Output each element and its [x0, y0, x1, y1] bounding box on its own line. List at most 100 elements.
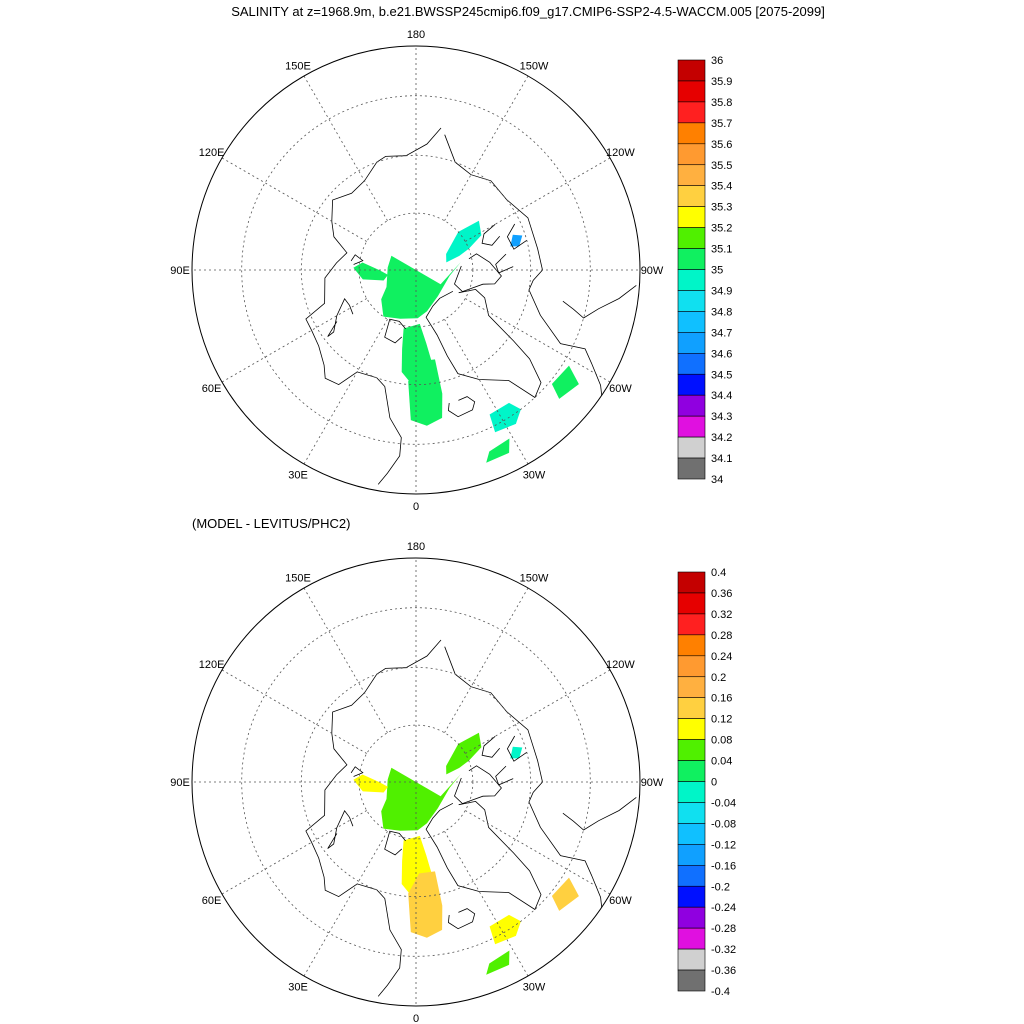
iceland-region: [486, 950, 510, 975]
colorbar-label: 35: [711, 265, 723, 277]
coastline: [350, 254, 364, 265]
lon-tick-label: 120E: [199, 147, 225, 159]
meridian-line: [444, 319, 529, 465]
coastline: [562, 797, 637, 831]
colorbar-label: 34.2: [711, 432, 732, 444]
latitude-line: [241, 95, 591, 445]
colorbar-swatch: [677, 415, 706, 438]
colorbar-swatch: [677, 80, 706, 103]
colorbar-swatch: [677, 227, 706, 249]
lon-tick-label: 60E: [202, 383, 222, 395]
colorbar-label: 0.36: [711, 588, 732, 600]
coastline: [447, 396, 476, 418]
colorbar-label: 35.3: [711, 202, 732, 214]
lon-tick-label: 90E: [170, 777, 190, 789]
latitude-line: [241, 607, 591, 957]
greenland-sea-region: [408, 359, 443, 426]
colorbar-label: 0.12: [711, 714, 732, 726]
coastline: [327, 810, 354, 849]
lon-tick-label: 60W: [609, 895, 632, 907]
colorbar: 0.4 0.36 0.32 0.28 0.24 0.2 0.16 0.12 0.08 0.04 0 -…: [677, 567, 736, 998]
colorbar-swatch: [677, 352, 706, 375]
lon-tick-label: 150E: [285, 61, 311, 73]
baffin-region: [551, 877, 579, 911]
meridian-line: [444, 587, 529, 733]
colorbar-label: 0.08: [711, 735, 732, 747]
colorbar-label: 35.8: [711, 97, 732, 109]
colorbar-label: -0.2: [711, 881, 730, 893]
meridian-line: [465, 157, 611, 242]
iceland-region: [486, 438, 510, 463]
colorbar-swatch: [677, 613, 706, 636]
lon-tick-label: 90W: [641, 265, 664, 277]
coastline: [444, 134, 603, 396]
colorbar-swatch: [677, 906, 706, 929]
meridian-line: [303, 75, 388, 221]
lon-tick-label: 30E: [288, 981, 308, 993]
colorbar-swatch: [677, 655, 706, 678]
coastline: [454, 765, 502, 805]
figure-title: SALINITY at z=1968.9m, b.e21.BWSSP245cmi…: [231, 4, 825, 19]
lon-tick-label: 180: [407, 541, 425, 553]
colorbar-label: 34: [711, 474, 723, 486]
colorbar-swatch: [677, 844, 706, 866]
labrador-region: [489, 402, 521, 433]
meridian-line: [444, 831, 529, 977]
colorbar-label: 35.7: [711, 118, 732, 130]
colorbar-label: 0.24: [711, 651, 732, 663]
colorbar-label: 36: [711, 55, 723, 67]
colorbar-label: 34.9: [711, 285, 732, 297]
colorbar-label: -0.36: [711, 965, 736, 977]
meridian-line: [465, 669, 611, 754]
colorbar-label: 34.1: [711, 453, 732, 465]
colorbar-label: 35.9: [711, 76, 732, 88]
canada-basin-region: [446, 220, 482, 263]
coastline: [481, 735, 501, 758]
coastline: [495, 765, 514, 786]
colorbar-swatch: [677, 634, 706, 657]
colorbar-label: 35.1: [711, 244, 732, 256]
colorbar-label: 0.16: [711, 693, 732, 705]
colorbar-label: 34.3: [711, 411, 732, 423]
coastline: [444, 646, 603, 908]
colorbar-swatch: [677, 927, 706, 950]
lon-tick-label: 60W: [609, 383, 632, 395]
colorbar-swatch: [677, 676, 706, 699]
meridian-line: [465, 810, 611, 895]
colorbar-swatch: [677, 571, 706, 594]
baffin-region: [551, 365, 579, 399]
lon-tick-label: 30W: [523, 981, 546, 993]
colorbar-swatch: [677, 290, 706, 312]
lon-tick-label: 120E: [199, 659, 225, 671]
coastline: [447, 908, 476, 930]
latitude-line: [300, 154, 532, 386]
coastline: [481, 223, 501, 246]
colorbar-label: -0.08: [711, 818, 736, 830]
beaufort-spot-region: [510, 234, 523, 247]
colorbar-label: -0.28: [711, 923, 736, 935]
colorbar-swatch: [677, 592, 706, 615]
map-boundary: [191, 557, 641, 1007]
lon-tick-label: 180: [407, 29, 425, 41]
beaufort-spot-region: [510, 746, 523, 759]
colorbar-label: -0.4: [711, 986, 730, 998]
colorbar-label: 0: [711, 777, 717, 789]
map-layer: [192, 558, 640, 1006]
colorbar-swatch: [677, 969, 706, 992]
meridian-line: [465, 298, 611, 383]
colorbar-swatch: [677, 143, 706, 166]
colorbar: 36 35.9 35.8 35.7 35.6 35.5 35.4 35.3 35.2 35.1 35…: [677, 55, 732, 486]
coastline: [562, 285, 637, 319]
greenland-sea-region: [408, 871, 443, 938]
coastline: [305, 639, 442, 997]
lon-tick-label: 120W: [606, 659, 635, 671]
coastline: [495, 253, 514, 274]
colorbar-label: 35.2: [711, 223, 732, 235]
coastline: [425, 800, 542, 911]
meridian-line: [221, 298, 367, 383]
coastline: [506, 735, 528, 762]
colorbar-label: -0.04: [711, 797, 736, 809]
colorbar-swatch: [677, 436, 706, 459]
salinity-panel: 180 150E 120E 90E 60E 30E 0 30W 60W 90W 120W 150W 36…: [170, 29, 732, 513]
